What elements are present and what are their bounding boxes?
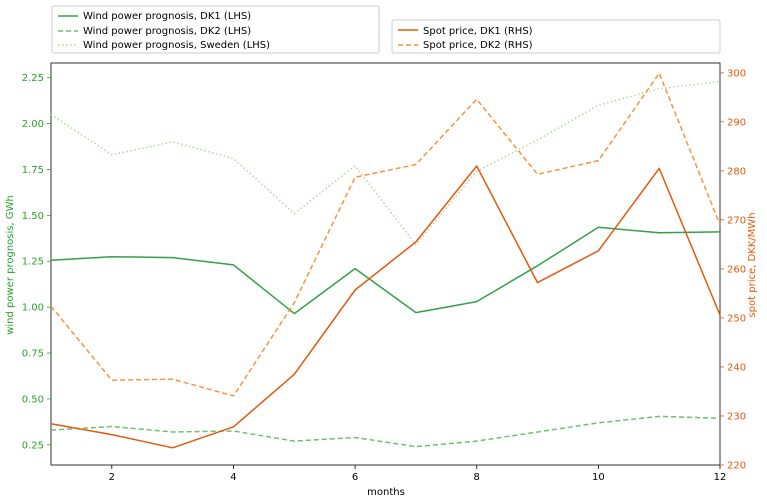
y-right-tick-label: 270 [727,215,746,226]
legend-entry-dk2-wind: Wind power prognosis, DK2 (LHS) [83,26,251,37]
y-right-tick-label: 240 [727,362,746,373]
x-tick-label: 10 [592,472,605,483]
x-tick-label: 12 [714,472,727,483]
y-right-tick-label: 280 [727,166,746,177]
y-left-tick-label: 0.75 [22,349,44,360]
y-left-tick-label: 1.25 [22,257,44,268]
y-right-tick-label: 220 [727,461,746,472]
x-tick-label: 8 [474,472,480,483]
series-line-0 [50,226,721,315]
legend-right: Spot price, DK1 (RHS) Spot price, DK2 (R… [391,19,721,54]
series-line-4 [50,72,721,397]
y-left-tick-label: 0.50 [22,394,44,405]
x-tick-label: 4 [230,472,236,483]
plot-area: 2 4 6 8 10 12 0.25 0.50 0.75 1.00 1.25 1.50 1.75 2.00… [22,62,746,483]
y-left-tick-label: 0.25 [22,440,44,451]
series-line-2 [50,80,721,246]
legend-entry-sweden-wind: Wind power prognosis, Sweden (LHS) [83,40,270,51]
legend-entry-dk1-wind: Wind power prognosis, DK1 (LHS) [83,11,251,22]
y-right-tick-label: 300 [727,68,746,79]
x-tick-label: 6 [352,472,358,483]
y-left-tick-label: 1.00 [22,303,44,314]
y-right-tick-label: 250 [727,313,746,324]
series-line-3 [50,165,721,449]
y-left-tick-label: 2.25 [22,73,44,84]
legend-entry-dk2-price: Spot price, DK2 (RHS) [423,40,533,51]
legend-left: Wind power prognosis, DK1 (LHS) Wind pow… [51,5,380,54]
series-line-1 [50,415,721,448]
y-right-tick-label: 290 [727,117,746,128]
plot-frame [50,62,721,466]
x-axis-label: months [367,487,405,498]
y-right-tick-label: 230 [727,411,746,422]
y-axis-right-label: spot price, DKK/MWh [747,212,758,317]
y-left-tick-label: 1.50 [22,211,44,222]
y-left-tick-label: 1.75 [22,165,44,176]
x-tick-label: 2 [109,472,115,483]
y-right-tick-label: 260 [727,264,746,275]
y-axis-left-label: wind power prognosis, GWh [5,195,16,335]
y-left-tick-label: 2.00 [22,119,44,130]
legend-entry-dk1-price: Spot price, DK1 (RHS) [423,26,533,37]
